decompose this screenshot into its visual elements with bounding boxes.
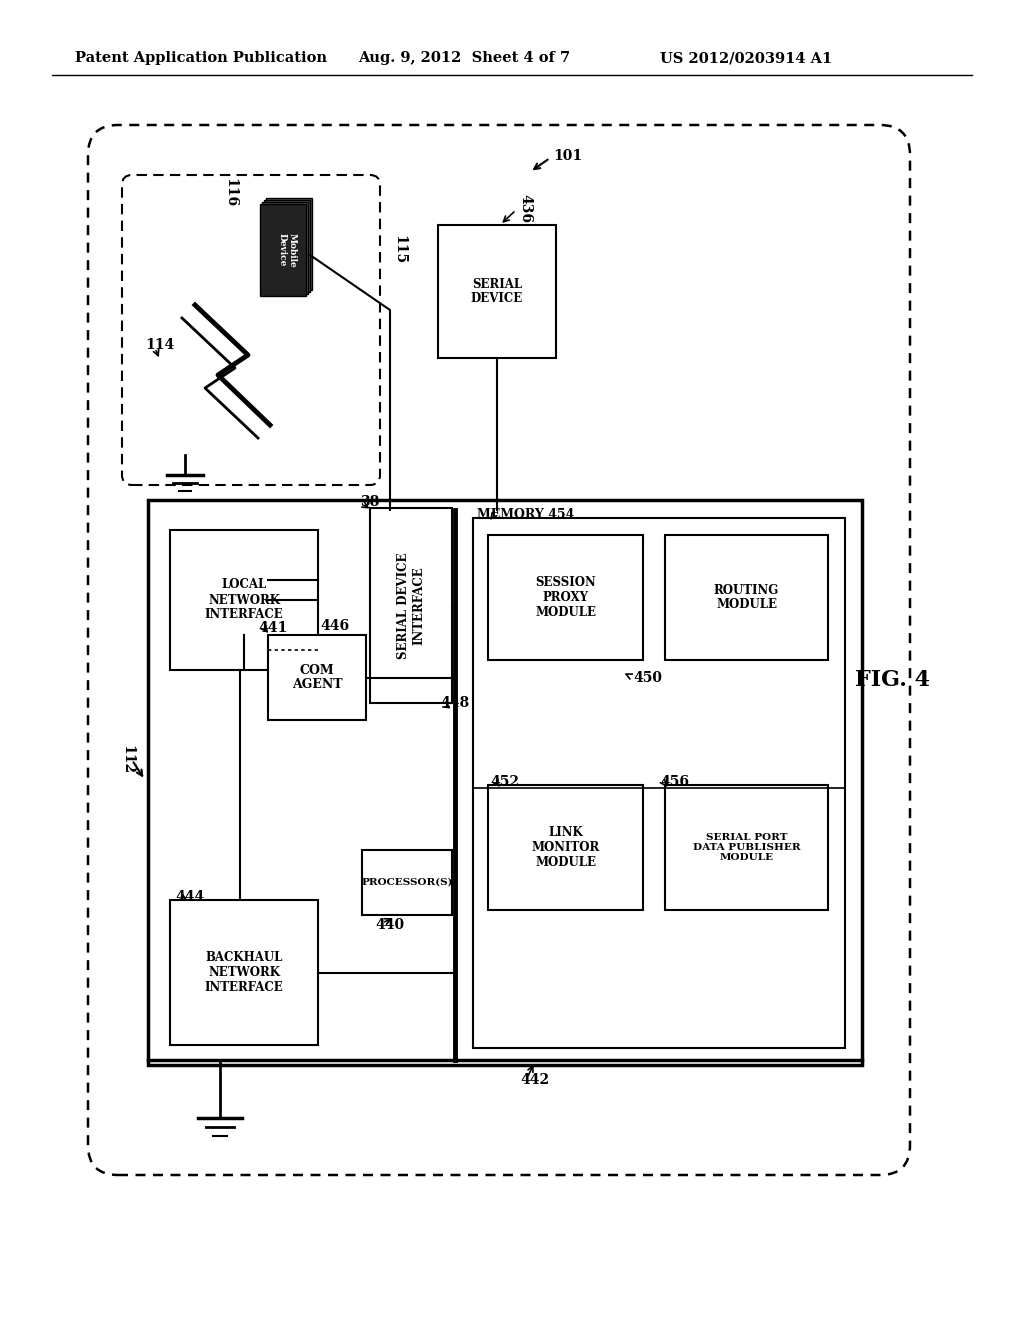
Text: 448: 448: [440, 696, 469, 710]
Text: SESSION
PROXY
MODULE: SESSION PROXY MODULE: [535, 576, 596, 619]
Text: ROUTING
MODULE: ROUTING MODULE: [714, 583, 779, 611]
FancyBboxPatch shape: [260, 205, 306, 296]
Bar: [488, 785, 643, 909]
Bar: [148, 500, 862, 1065]
FancyBboxPatch shape: [266, 198, 312, 290]
Text: 444: 444: [175, 890, 204, 904]
Text: US 2012/0203914 A1: US 2012/0203914 A1: [660, 51, 833, 65]
Text: BACKHAUL
NETWORK
INTERFACE: BACKHAUL NETWORK INTERFACE: [205, 950, 284, 994]
Text: SERIAL DEVICE
INTERFACE: SERIAL DEVICE INTERFACE: [397, 552, 425, 659]
FancyBboxPatch shape: [122, 176, 380, 484]
Text: 456: 456: [660, 775, 689, 789]
FancyBboxPatch shape: [262, 202, 308, 294]
Text: 38: 38: [360, 495, 379, 510]
Text: SERIAL PORT
DATA PUBLISHER
MODULE: SERIAL PORT DATA PUBLISHER MODULE: [692, 833, 801, 862]
Text: 112: 112: [120, 746, 134, 775]
Text: 115: 115: [392, 235, 406, 264]
Text: 442: 442: [520, 1073, 549, 1086]
Text: 101: 101: [553, 149, 582, 162]
Bar: [362, 850, 452, 915]
Text: PROCESSOR(S): PROCESSOR(S): [361, 878, 453, 887]
Text: Aug. 9, 2012  Sheet 4 of 7: Aug. 9, 2012 Sheet 4 of 7: [358, 51, 570, 65]
Text: SERIAL
DEVICE: SERIAL DEVICE: [471, 277, 523, 305]
Text: MEMORY 454: MEMORY 454: [477, 507, 574, 520]
Bar: [370, 508, 452, 704]
Bar: [438, 224, 556, 358]
Text: LOCAL
NETWORK
INTERFACE: LOCAL NETWORK INTERFACE: [205, 578, 284, 622]
Text: LINK
MONITOR
MODULE: LINK MONITOR MODULE: [531, 826, 600, 869]
Text: Patent Application Publication: Patent Application Publication: [75, 51, 327, 65]
Text: 436: 436: [518, 194, 532, 223]
Bar: [488, 535, 643, 660]
Text: 440: 440: [375, 917, 404, 932]
Text: 446: 446: [319, 619, 349, 634]
Text: 116: 116: [223, 178, 237, 207]
Text: 452: 452: [490, 775, 519, 789]
FancyBboxPatch shape: [264, 201, 310, 292]
Bar: [473, 517, 845, 1048]
Bar: [665, 785, 828, 909]
Text: 114: 114: [145, 338, 174, 352]
Text: FIG. 4: FIG. 4: [855, 669, 930, 690]
Text: Mobile
Device: Mobile Device: [278, 232, 297, 268]
Text: 450: 450: [633, 671, 662, 685]
Bar: [170, 900, 318, 1045]
Text: 441: 441: [258, 620, 288, 635]
Bar: [268, 635, 366, 719]
FancyBboxPatch shape: [88, 125, 910, 1175]
Text: COM
AGENT: COM AGENT: [292, 664, 342, 692]
Bar: [665, 535, 828, 660]
Bar: [170, 531, 318, 671]
